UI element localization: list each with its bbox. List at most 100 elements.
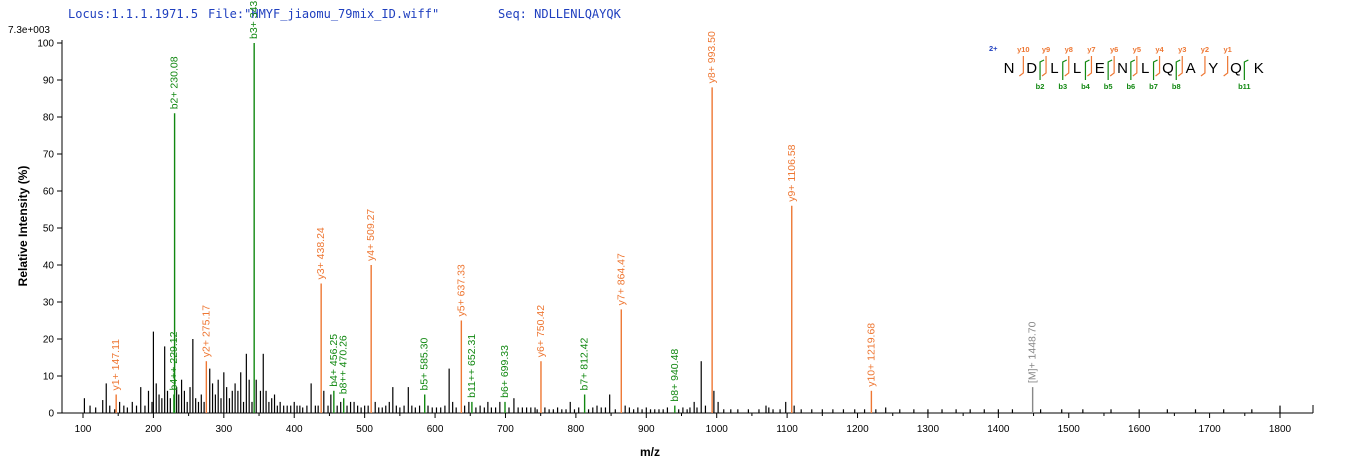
peak-label: [M]+ 1448.70 — [1027, 321, 1039, 383]
y-ion-tag: y6 — [1110, 45, 1118, 54]
y-cleavage-mark — [1109, 56, 1115, 77]
y-cleavage-mark — [1064, 56, 1070, 77]
header-file: File:"HMYF_jiaomu_79mix_ID.wiff" — [208, 7, 439, 21]
peak-label: b7+ 812.42 — [579, 337, 591, 390]
x-tick-label: 1200 — [846, 424, 869, 435]
x-tick-label: 1300 — [917, 424, 940, 435]
peak-label: y5+ 637.33 — [455, 264, 467, 316]
y-cleavage-mark — [1132, 56, 1138, 77]
y-tick-label: 40 — [43, 261, 55, 272]
x-tick-label: 1400 — [987, 424, 1010, 435]
peak-label: y10+ 1219.68 — [865, 323, 877, 387]
peak-label: b8+ 940.48 — [669, 349, 681, 402]
b-ion-tag: b6 — [1126, 82, 1135, 91]
x-tick-label: 1800 — [1269, 424, 1292, 435]
y-cleavage-mark — [1018, 56, 1024, 77]
y-ion-tag: y1 — [1223, 45, 1231, 54]
peak-label: b8++ 470.26 — [338, 335, 350, 394]
x-tick-label: 500 — [356, 424, 373, 435]
peak-label: b2+ 230.08 — [169, 56, 181, 109]
x-tick-label: 300 — [215, 424, 232, 435]
y-cleavage-mark — [1177, 56, 1183, 77]
b-ion-tag: b4 — [1081, 82, 1091, 91]
y-ion-tag: y4 — [1155, 45, 1164, 54]
b-ion-tag: b8 — [1172, 82, 1181, 91]
peak-label: b3+ 343.1 — [248, 0, 260, 39]
residue-2: D — [1026, 60, 1037, 77]
x-tick-label: 600 — [427, 424, 444, 435]
y-axis-title: Relative Intensity (%) — [16, 166, 30, 287]
x-tick-label: 1000 — [706, 424, 729, 435]
b-cleavage-mark — [1107, 59, 1113, 80]
b-cleavage-mark — [1130, 59, 1136, 80]
y-tick-label: 0 — [48, 409, 54, 420]
b-ion-tag: b11 — [1238, 82, 1251, 91]
residue-4: L — [1073, 60, 1081, 77]
peak-label: y9+ 1106.58 — [786, 144, 798, 201]
residue-8: Q — [1162, 60, 1174, 77]
b-cleavage-mark — [1243, 59, 1249, 80]
y-tick-label: 70 — [43, 150, 55, 161]
noise-peaks — [83, 331, 1281, 413]
charge-label: 2+ — [989, 44, 998, 53]
y-tick-label: 10 — [43, 372, 55, 383]
b-cleavage-mark — [1084, 59, 1090, 80]
x-ticks: 100 200 300 400 500 600 700 800 900 1000 1100 1200 1… — [75, 413, 1292, 435]
residue-9: A — [1186, 60, 1196, 77]
peak-label: y6+ 750.42 — [535, 305, 547, 357]
peak-label: b5+ 585.30 — [419, 337, 431, 390]
peak-label: b6+ 699.33 — [499, 345, 511, 398]
y-ion-tag: y9 — [1042, 45, 1050, 54]
b-cleavage-mark — [1152, 59, 1158, 80]
header-seq: Seq: NDLLENLQAYQK — [498, 7, 622, 21]
header-locus: Locus:1.1.1.1971.5 — [68, 7, 198, 21]
b-cleavage-mark — [1175, 59, 1181, 80]
x-tick-label: 400 — [286, 424, 303, 435]
x-tick-label: 100 — [75, 424, 92, 435]
x-tick-label: 1500 — [1058, 424, 1081, 435]
peak-label: b4++ 229.12 — [168, 331, 180, 390]
x-tick-label: 1100 — [776, 424, 798, 435]
residue-6: N — [1117, 60, 1128, 77]
y-cleavage-mark — [1223, 56, 1229, 77]
y-tick-label: 20 — [43, 335, 55, 346]
x-tick-label: 200 — [145, 424, 162, 435]
peak-label: y7+ 864.47 — [615, 253, 627, 305]
y-ion-tag: y7 — [1087, 45, 1095, 54]
residue-7: L — [1141, 60, 1149, 77]
residue-5: E — [1095, 60, 1105, 77]
y-tick-label: 30 — [43, 298, 55, 309]
x-tick-label: 900 — [638, 424, 655, 435]
residue-12: K — [1254, 60, 1264, 77]
peak-label: y3+ 438.24 — [315, 227, 327, 279]
residue-3: L — [1050, 60, 1058, 77]
y-ticks: 0 10 20 30 40 50 60 70 80 90 100 — [37, 39, 62, 420]
y-tick-label: 80 — [43, 113, 55, 124]
peak-label: b4+ 456.25 — [328, 334, 340, 387]
x-tick-label: 800 — [568, 424, 585, 435]
residue-10: Y — [1208, 60, 1218, 77]
b-cleavage-mark — [1062, 59, 1068, 80]
b-ion-tag: b2 — [1036, 82, 1045, 91]
y-cleavage-mark — [1155, 56, 1161, 77]
x-tick-label: 1700 — [1198, 424, 1221, 435]
y-ion-tag: y8 — [1065, 45, 1073, 54]
b-cleavage-mark — [1039, 59, 1045, 80]
y-cleavage-mark — [1087, 56, 1093, 77]
x-tick-label: 700 — [497, 424, 514, 435]
max-intensity-label: 7.3e+003 — [8, 25, 50, 36]
y-tick-label: 60 — [43, 187, 55, 198]
peak-label: y8+ 993.50 — [706, 31, 718, 83]
x-axis-title: m/z — [640, 445, 660, 459]
y-ion-tag: y5 — [1133, 45, 1141, 54]
peak-label: y4+ 509.27 — [365, 209, 377, 261]
y-ion-tag: y10 — [1017, 45, 1030, 54]
peak-label: y1+ 147.11 — [110, 339, 122, 391]
b-ion-tag: b3 — [1058, 82, 1067, 91]
residue-1: N — [1004, 60, 1015, 77]
y-tick-label: 100 — [37, 39, 54, 50]
residue-11: Q — [1230, 60, 1242, 77]
y-cleavage-mark — [1200, 56, 1206, 77]
